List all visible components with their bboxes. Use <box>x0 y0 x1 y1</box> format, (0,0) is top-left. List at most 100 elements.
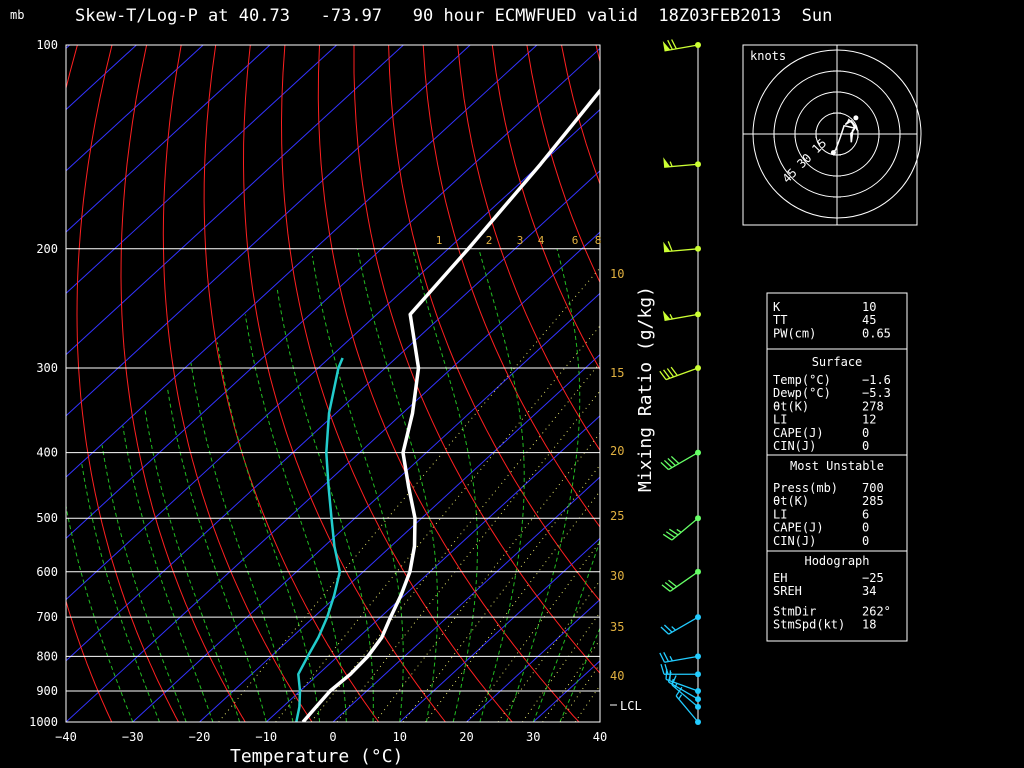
wind-barb-half <box>671 626 676 631</box>
wind-barb-half <box>669 161 673 167</box>
moist-adiabat-line <box>66 503 134 722</box>
dry-adiabat-line <box>317 45 580 722</box>
moist-adiabat-line <box>190 363 294 722</box>
wind-barb-full <box>659 370 667 381</box>
wind-barb-staff <box>665 367 699 381</box>
indices-table: K 10 TT 45 PW(cm) 0.65 Surface Temp(°C) −1.6 Dewp… <box>766 292 908 642</box>
mixing-ratio-label: 10 <box>610 267 624 281</box>
pressure-tick-label: 600 <box>36 565 58 579</box>
hodograph-start-dot <box>830 150 836 156</box>
x-axis-label: Temperature (°C) <box>230 746 403 767</box>
dry-adiabat-line <box>422 45 600 528</box>
pressure-tick-labels: 100 200 300 400 500 600 700 800 900 1000 <box>29 38 58 729</box>
isotherm-line <box>66 47 600 539</box>
dry-adiabat-line <box>66 45 113 722</box>
mixing-ratio-line <box>402 464 600 722</box>
isotherm-line <box>66 45 404 356</box>
index-value: 0 <box>862 426 869 440</box>
lcl-label: LCL <box>620 699 642 713</box>
isotherm-line <box>466 598 600 722</box>
wind-barb-full <box>663 651 670 662</box>
index-value: 34 <box>862 584 876 598</box>
wind-barb-staff <box>671 517 699 541</box>
dry-adiabat-line <box>203 45 380 722</box>
wind-barb-full <box>671 675 677 686</box>
index-value: 700 <box>862 481 884 495</box>
wind-barb <box>662 310 701 321</box>
moist-adiabat-line <box>101 445 187 722</box>
wind-barb-full <box>670 366 678 376</box>
isobars <box>66 45 600 722</box>
wind-barb-full <box>662 533 673 541</box>
dry-adiabat-line <box>907 45 1024 722</box>
wind-barb-full <box>659 652 666 663</box>
pressure-tick-label: 1000 <box>29 715 58 729</box>
moist-adiabat-line <box>81 463 160 722</box>
index-label: CIN(J) <box>773 439 816 453</box>
mixing-ratio-label: 35 <box>610 620 624 634</box>
index-value: 10 <box>862 300 876 314</box>
wind-barb <box>659 365 701 381</box>
temperature-tick-label: 0 <box>329 730 336 744</box>
wind-barb-full <box>660 664 665 675</box>
wind-barb <box>663 241 701 253</box>
indices-section-title: Surface <box>812 355 863 369</box>
mixing-ratio-line <box>275 325 600 722</box>
index-label: EH <box>773 571 787 585</box>
pressure-tick-label: 100 <box>36 38 58 52</box>
pressure-tick-label: 700 <box>36 610 58 624</box>
index-label: Press(mb) <box>773 481 838 495</box>
wind-barb-flag <box>662 310 671 321</box>
mixing-ratio-label: 6 <box>572 234 579 247</box>
pressure-tick-label: 500 <box>36 511 58 525</box>
wind-barb-staff <box>668 681 699 700</box>
index-value: −1.6 <box>862 373 891 387</box>
index-value: −5.3 <box>862 386 891 400</box>
isotherm-line <box>66 45 471 417</box>
moist-adiabat-line <box>244 314 347 722</box>
wind-barb-full <box>660 461 670 471</box>
index-label: CIN(J) <box>773 534 816 548</box>
pressure-unit-label: mb <box>10 8 24 22</box>
dry-adiabat-line <box>976 45 1024 722</box>
mixing-ratio-axis-label: Mixing Ratio (g/kg) <box>635 286 656 492</box>
wind-barb-staff <box>675 695 699 723</box>
temperature-tick-label: 30 <box>526 730 540 744</box>
wind-barb-staff <box>665 678 699 692</box>
wind-barb-full <box>666 368 675 378</box>
mixing-ratio-line <box>559 663 600 722</box>
mixing-ratio-label: 25 <box>610 509 624 523</box>
indices-section-title: Most Unstable <box>790 459 884 473</box>
isotherm-line <box>132 292 600 722</box>
moist-adiabat-line <box>144 409 241 722</box>
mixing-ratio-line <box>218 267 600 722</box>
wind-barbs <box>659 39 701 725</box>
temperature-tick-label: −30 <box>122 730 144 744</box>
wind-barb-flag <box>662 41 671 51</box>
indices-section-title: Hodograph <box>804 554 869 568</box>
mixing-ratio-label: 3 <box>517 234 524 247</box>
wind-barb-full <box>664 582 674 590</box>
mixing-ratio-label: 8 <box>595 234 602 247</box>
wind-barb-full <box>668 528 679 536</box>
isotherm-line <box>66 45 271 233</box>
wind-barb-staff <box>668 452 699 471</box>
mixing-ratio-right-labels: 10 15 20 25 30 35 40 <box>610 267 624 683</box>
wind-barb-full <box>660 626 670 635</box>
isotherm-line <box>66 45 71 50</box>
temperature-profile <box>301 88 600 722</box>
index-label: LI <box>773 507 787 521</box>
index-value: −25 <box>862 571 884 585</box>
moist-adiabat-line <box>412 248 478 722</box>
wind-barb-half <box>676 528 682 533</box>
index-label: CAPE(J) <box>773 521 824 535</box>
dry-adiabat-line <box>353 45 600 674</box>
wind-barb-full <box>667 241 673 252</box>
index-label: LI <box>773 413 787 427</box>
wind-barb-flag <box>663 157 671 168</box>
mixing-ratio-line <box>374 432 600 722</box>
mixing-ratio-line <box>425 490 600 722</box>
dry-adiabat-line <box>388 45 600 602</box>
